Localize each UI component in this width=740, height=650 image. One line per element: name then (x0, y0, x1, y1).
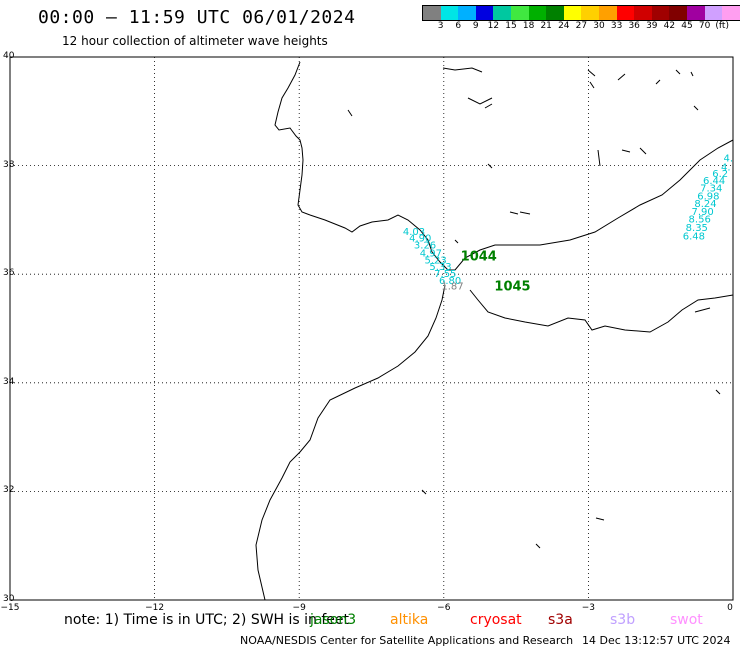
colorbar-swatch (546, 6, 564, 20)
swh-label: 8.24 (694, 199, 716, 210)
observation-labels: 4.034.903.264.975.235.337.556.801.87 4.4.… (403, 153, 733, 294)
swh-label: 6.48 (683, 231, 705, 242)
wave-height-colorbar (422, 5, 740, 21)
latitude-label: 36 (3, 268, 15, 279)
coastline-morocco (255, 284, 446, 601)
coastline-islands (347, 67, 721, 549)
coastline (255, 61, 734, 601)
colorbar-swatch (510, 6, 529, 20)
colorbar-label: 36 (628, 21, 640, 31)
colorbar-swatch (651, 6, 670, 20)
colorbar-label: 27 (575, 21, 588, 31)
longitude-label: 0 (727, 603, 733, 613)
latitude-label: 32 (3, 485, 15, 496)
colorbar-label: 15 (505, 21, 517, 31)
latitude-label: 30 (3, 594, 15, 604)
colorbar-label: 9 (472, 21, 479, 31)
colorbar-swatch (458, 6, 476, 20)
longitude-label: −3 (581, 603, 596, 613)
colorbar-swatch (616, 6, 635, 20)
colorbar-label: (ft) (715, 21, 729, 31)
swh-label: 8.56 (689, 215, 711, 226)
colorbar-swatch (634, 6, 652, 20)
swh-label: 7.90 (691, 207, 713, 218)
coastline-north-africa (469, 289, 734, 333)
longitude-label: −12 (145, 603, 165, 613)
latitude-label: 34 (3, 376, 15, 387)
satellite-altika: altika (390, 612, 429, 628)
colorbar-swatch (563, 6, 582, 20)
swh-label: 4.90 (409, 234, 431, 245)
colorbar-swatch (440, 6, 459, 20)
colorbar-label: 42 (663, 21, 676, 31)
colorbar-label: 21 (540, 21, 552, 31)
colorbar-label: 39 (646, 21, 658, 31)
satellite-jason3: jason3 (310, 612, 357, 628)
satellite-s3b: s3b (610, 612, 636, 628)
colorbar-swatch (704, 6, 723, 20)
colorbar-label: 6 (455, 21, 462, 31)
colorbar-label: 30 (593, 21, 605, 31)
colorbar-swatch (722, 6, 740, 20)
colorbar-label: 70 (698, 21, 711, 31)
colorbar-swatch (423, 6, 441, 20)
map-frame (9, 56, 734, 601)
colorbar-label: 24 (558, 21, 570, 31)
coastline-south-iberia (309, 139, 734, 271)
swh-label: 5.33 (429, 262, 451, 273)
colorbar-swatch (493, 6, 511, 20)
buoy-label: 1044 (461, 250, 497, 265)
footer-timestamp: 14 Dec 13:12:57 UTC 2024 (582, 634, 731, 647)
colorbar-swatch (581, 6, 599, 20)
footer-credit: NOAA/NESDIS Center for Satellite Applica… (240, 634, 574, 647)
swh-label: 4.03 (403, 227, 425, 238)
swh-label: 7.55 (434, 269, 456, 280)
swh-label: 1.87 (441, 281, 463, 292)
colorbar-swatch (686, 6, 705, 20)
swh-label: 6.98 (697, 191, 719, 202)
latitude-label: 40 (3, 51, 15, 61)
colorbar-swatch (475, 6, 494, 20)
longitude-label: −6 (437, 603, 451, 613)
swh-label: 5.23 (425, 255, 447, 266)
colorbar-label: 3 (437, 21, 444, 31)
swh-label: 6.44 (703, 176, 725, 187)
swh-label: 4. (723, 153, 733, 164)
swh-label: 4. (721, 162, 731, 173)
colorbar-swatch (669, 6, 687, 20)
swh-label: 7.34 (700, 184, 722, 195)
swh-label: 3.26 (414, 241, 436, 252)
colorbar-swatch (528, 6, 547, 20)
satellite-s3a: s3a (548, 612, 573, 628)
colorbar-label: 18 (522, 21, 535, 31)
longitude-label: −15 (0, 603, 20, 613)
colorbar-label: 12 (487, 21, 500, 31)
buoy-label: 1045 (494, 279, 530, 294)
colorbar-swatch (598, 6, 617, 20)
satellite-cryosat: cryosat (470, 612, 522, 628)
map-grid (10, 57, 733, 600)
map-title: 00:00 – 11:59 UTC 06/01/2024 (38, 7, 356, 28)
longitude-label: −9 (292, 603, 306, 613)
swh-label: 8.35 (686, 223, 708, 234)
colorbar-label: 33 (610, 21, 623, 31)
map-subtitle: 12 hour collection of altimeter wave hei… (62, 34, 328, 48)
coastline-portugal (274, 61, 311, 216)
satellite-swot: swot (670, 612, 703, 628)
swh-label: 6.80 (439, 276, 461, 287)
latitude-label: 38 (3, 159, 15, 170)
swh-label: 6.2 (712, 169, 728, 180)
colorbar-label: 45 (681, 21, 693, 31)
note-text: note: 1) Time is in UTC; 2) SWH is in fe… (64, 612, 350, 628)
swh-label: 4.97 (420, 248, 442, 259)
